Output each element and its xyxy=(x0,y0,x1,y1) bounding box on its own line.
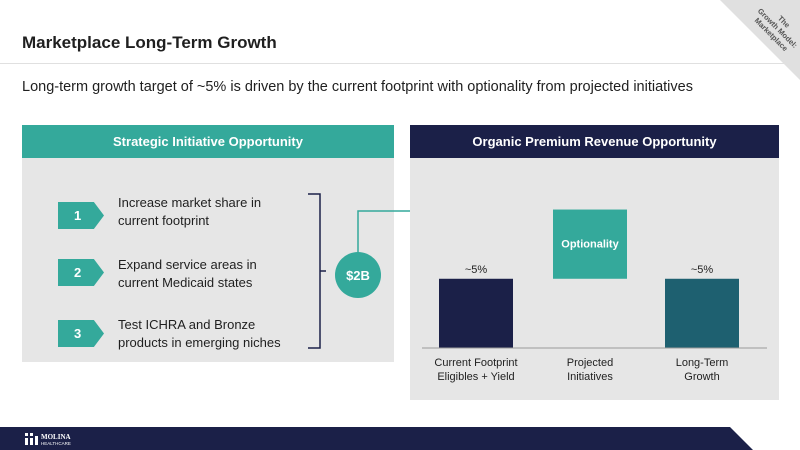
initiative-2-text: Expand service areas in current Medicaid… xyxy=(118,256,257,292)
initiative-3-text: Test ICHRA and Bronze products in emergi… xyxy=(118,316,281,352)
footer-bar xyxy=(0,427,800,450)
x-tick-label-2-line1: Projected xyxy=(567,357,613,369)
initiative-3-line2: products in emerging niches xyxy=(118,335,281,350)
initiative-1-text: Increase market share in current footpri… xyxy=(118,194,261,230)
initiative-badge-3: 3 xyxy=(58,320,104,347)
organic-revenue-header: Organic Premium Revenue Opportunity xyxy=(410,125,779,158)
page-title: Marketplace Long-Term Growth xyxy=(22,33,277,52)
molina-logo: MOLINA HEALTHCARE xyxy=(25,433,71,446)
corner-tag: The Growth Model: Marketplace xyxy=(720,0,800,80)
footer-accent xyxy=(730,427,800,450)
initiative-1-line1: Increase market share in xyxy=(118,195,262,210)
bar-2-inner-label: Optionality xyxy=(561,239,619,251)
title-divider xyxy=(0,63,800,64)
x-tick-label-2-line2: Initiatives xyxy=(567,371,613,383)
initiative-2-line2: current Medicaid states xyxy=(118,275,253,290)
initiative-badge-2: 2 xyxy=(58,259,104,286)
bar-1-value-label: ~5% xyxy=(465,264,488,276)
x-tick-label-1-line1: Current Footprint xyxy=(434,357,517,369)
subtitle: Long-term growth target of ~5% is driven… xyxy=(22,79,693,95)
initiative-3-line1: Test ICHRA and Bronze xyxy=(118,317,256,332)
svg-text:HEALTHCARE: HEALTHCARE xyxy=(41,441,71,446)
initiative-1-line2: current footprint xyxy=(118,213,210,228)
initiatives-bracket xyxy=(308,193,326,349)
x-tick-label-3-line2: Growth xyxy=(684,371,719,383)
revenue-growth-chart: ~5% Optionality ~5% Current Footprint Eligib… xyxy=(422,209,767,383)
svg-text:MOLINA: MOLINA xyxy=(41,433,71,441)
bar-3-value-label: ~5% xyxy=(691,264,714,276)
x-tick-label-1-line2: Eligibles + Yield xyxy=(437,371,514,383)
bar-1 xyxy=(439,278,513,348)
x-tick-label-3-line1: Long-Term xyxy=(676,357,729,369)
opportunity-value-bubble: $2B xyxy=(335,252,381,298)
initiative-2-line1: Expand service areas in xyxy=(118,257,257,272)
bar-3 xyxy=(665,278,739,348)
strategic-initiative-header: Strategic Initiative Opportunity xyxy=(22,125,394,158)
initiative-badge-1: 1 xyxy=(58,202,104,229)
page-number: 41 xyxy=(769,430,778,439)
bar-2 xyxy=(553,209,627,279)
